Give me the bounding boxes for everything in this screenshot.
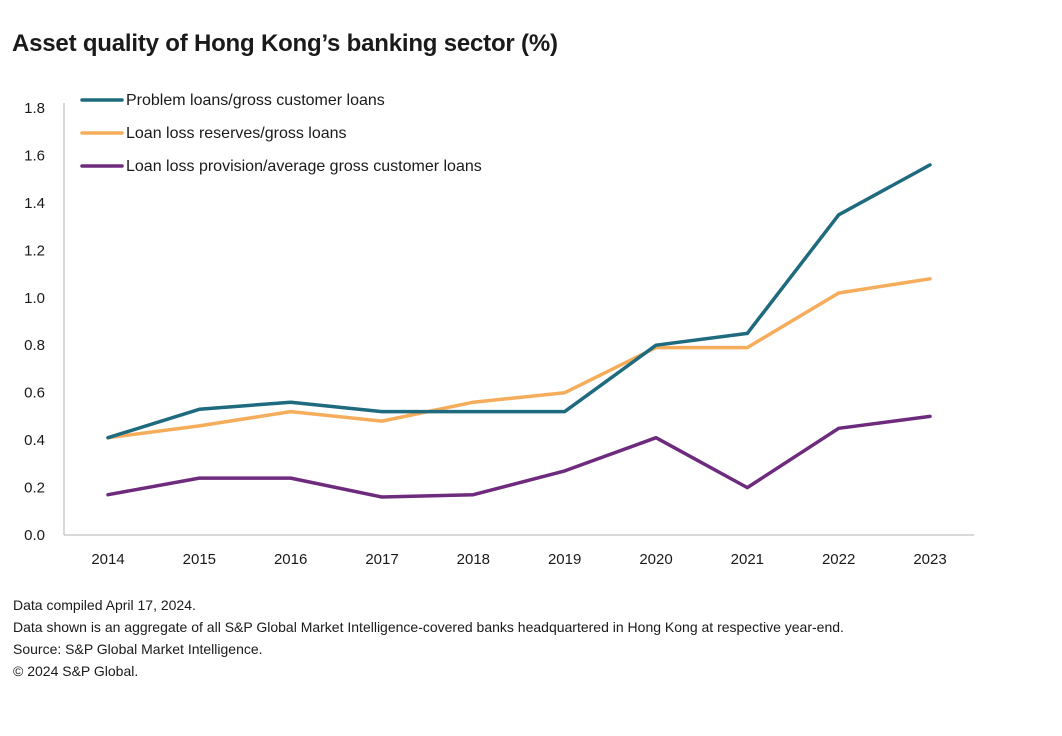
legend-label: Problem loans/gross customer loans xyxy=(126,92,385,109)
y-tick-label: 0.4 xyxy=(24,432,45,449)
y-tick-label: 1.6 xyxy=(24,147,45,164)
legend-label: Loan loss reserves/gross loans xyxy=(126,125,347,142)
x-tick-label: 2019 xyxy=(548,551,581,568)
y-tick-label: 0.6 xyxy=(24,385,45,402)
chart-notes: Data compiled April 17, 2024. Data shown… xyxy=(13,596,973,680)
y-tick-label: 1.4 xyxy=(24,195,45,212)
y-tick-label: 0.2 xyxy=(24,480,45,497)
y-tick-label: 0.0 xyxy=(24,527,45,544)
legend: Problem loans/gross customer loans Loan l… xyxy=(80,92,482,175)
line-chart: Problem loans/gross customer loans Loan l… xyxy=(24,92,974,568)
chart-title: Asset quality of Hong Kong’s banking sec… xyxy=(12,30,558,57)
x-tick-label: 2022 xyxy=(822,551,855,568)
y-tick-label: 1.8 xyxy=(24,100,45,117)
series-line-3 xyxy=(106,414,932,499)
x-tick-label: 2023 xyxy=(913,551,946,568)
y-tick-label: 0.8 xyxy=(24,337,45,354)
note-description: Data shown is an aggregate of all S&P Gl… xyxy=(13,619,844,635)
axes: 0.0 0.2 0.4 0.6 0.8 1.0 1.2 1.4 1.6 1.8 2014 2015 20… xyxy=(24,100,974,568)
x-tick-label: 2021 xyxy=(731,551,764,568)
series-line-2 xyxy=(106,277,932,440)
legend-label: Loan loss provision/average gross custom… xyxy=(126,158,482,175)
note-copyright: © 2024 S&P Global. xyxy=(13,663,139,679)
x-tick-label: 2014 xyxy=(91,551,124,568)
series-line-1 xyxy=(106,163,932,440)
note-source: Source: S&P Global Market Intelligence. xyxy=(13,641,263,657)
y-tick-label: 1.2 xyxy=(24,242,45,259)
x-tick-label: 2018 xyxy=(457,551,490,568)
x-tick-label: 2017 xyxy=(365,551,398,568)
series-lines xyxy=(106,163,932,499)
x-tick-label: 2015 xyxy=(183,551,216,568)
x-tick-label: 2020 xyxy=(639,551,672,568)
y-tick-label: 1.0 xyxy=(24,290,45,307)
x-tick-label: 2016 xyxy=(274,551,307,568)
note-compiled: Data compiled April 17, 2024. xyxy=(13,597,196,613)
